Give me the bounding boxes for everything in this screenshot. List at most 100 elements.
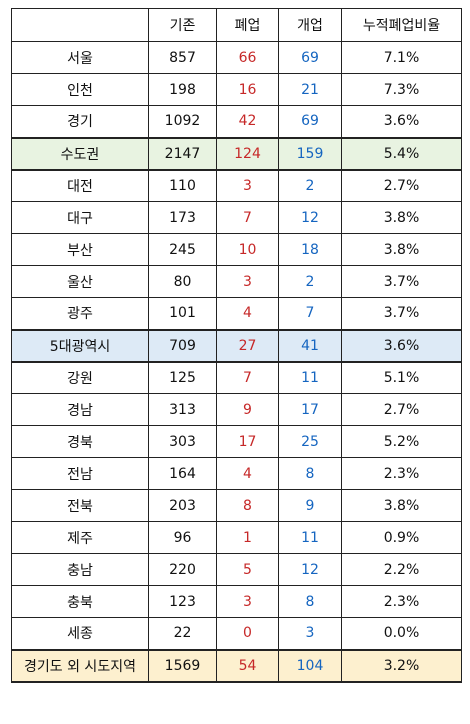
table-row: 강원 125 7 11 5.1% [11, 361, 462, 394]
table-row: 세종 22 0 3 0.0% [11, 617, 462, 650]
region-cell: 충남 [11, 553, 149, 586]
table-body: 서울 857 66 69 7.1% 인천 198 16 21 7.3% 경기 1092 42 69 3.6%… [11, 41, 462, 683]
opened-cell: 12 [278, 553, 342, 586]
table-row: 충북 123 3 8 2.3% [11, 585, 462, 618]
opened-cell: 159 [278, 136, 342, 171]
region-cell: 강원 [11, 361, 149, 394]
header-opened: 개업 [278, 8, 342, 42]
existing-cell: 857 [148, 41, 217, 74]
opened-cell: 17 [278, 393, 342, 426]
region-cell: 서울 [11, 41, 149, 74]
closed-cell: 8 [216, 489, 279, 522]
region-cell: 전남 [11, 457, 149, 490]
stats-table-container: 기존 폐업 개업 누적폐업비율 서울 857 66 69 7.1% 인천 198 16 21 7.… [11, 8, 462, 683]
closed-cell: 16 [216, 73, 279, 106]
header-row: 기존 폐업 개업 누적폐업비율 [11, 8, 462, 42]
region-cell: 세종 [11, 617, 149, 650]
existing-cell: 1092 [148, 105, 217, 138]
ratio-cell: 2.3% [341, 457, 462, 490]
ratio-cell: 0.9% [341, 521, 462, 554]
closed-cell: 3 [216, 169, 279, 202]
existing-cell: 203 [148, 489, 217, 522]
existing-cell: 303 [148, 425, 217, 458]
closed-cell: 42 [216, 105, 279, 138]
closure-stats-table: 기존 폐업 개업 누적폐업비율 서울 857 66 69 7.1% 인천 198 16 21 7.… [11, 8, 462, 683]
existing-cell: 123 [148, 585, 217, 618]
ratio-cell: 5.1% [341, 361, 462, 394]
closed-cell: 3 [216, 265, 279, 298]
opened-cell: 69 [278, 41, 342, 74]
ratio-cell: 3.8% [341, 489, 462, 522]
ratio-cell: 3.8% [341, 233, 462, 266]
existing-cell: 22 [148, 617, 217, 650]
opened-cell: 2 [278, 169, 342, 202]
ratio-cell: 3.7% [341, 265, 462, 298]
existing-cell: 313 [148, 393, 217, 426]
ratio-cell: 5.4% [341, 136, 462, 171]
table-row: 경북 303 17 25 5.2% [11, 425, 462, 458]
region-cell: 5대광역시 [11, 328, 149, 363]
closed-cell: 7 [216, 361, 279, 394]
opened-cell: 69 [278, 105, 342, 138]
table-row: 서울 857 66 69 7.1% [11, 41, 462, 74]
table-row: 전남 164 4 8 2.3% [11, 457, 462, 490]
table-row: 대구 173 7 12 3.8% [11, 201, 462, 234]
ratio-cell: 7.3% [341, 73, 462, 106]
existing-cell: 101 [148, 297, 217, 330]
table-row: 대전 110 3 2 2.7% [11, 169, 462, 202]
existing-cell: 1569 [148, 648, 217, 683]
closed-cell: 0 [216, 617, 279, 650]
closed-cell: 27 [216, 328, 279, 363]
table-row: 충남 220 5 12 2.2% [11, 553, 462, 586]
region-cell: 경남 [11, 393, 149, 426]
ratio-cell: 2.2% [341, 553, 462, 586]
existing-cell: 220 [148, 553, 217, 586]
table-row: 경기 1092 42 69 3.6% [11, 105, 462, 138]
opened-cell: 41 [278, 328, 342, 363]
closed-cell: 9 [216, 393, 279, 426]
existing-cell: 198 [148, 73, 217, 106]
ratio-cell: 5.2% [341, 425, 462, 458]
region-cell: 전북 [11, 489, 149, 522]
closed-cell: 3 [216, 585, 279, 618]
region-cell: 울산 [11, 265, 149, 298]
table-row: 부산 245 10 18 3.8% [11, 233, 462, 266]
region-cell: 충북 [11, 585, 149, 618]
table-row: 제주 96 1 11 0.9% [11, 521, 462, 554]
subtotal-row: 5대광역시 709 27 41 3.6% [11, 328, 462, 363]
opened-cell: 9 [278, 489, 342, 522]
existing-cell: 125 [148, 361, 217, 394]
opened-cell: 8 [278, 585, 342, 618]
header-region [11, 8, 149, 42]
subtotal-row: 경기도 외 시도지역 1569 54 104 3.2% [11, 648, 462, 683]
closed-cell: 4 [216, 457, 279, 490]
ratio-cell: 3.7% [341, 297, 462, 330]
existing-cell: 2147 [148, 136, 217, 171]
opened-cell: 11 [278, 521, 342, 554]
closed-cell: 17 [216, 425, 279, 458]
closed-cell: 1 [216, 521, 279, 554]
opened-cell: 21 [278, 73, 342, 106]
opened-cell: 18 [278, 233, 342, 266]
opened-cell: 11 [278, 361, 342, 394]
table-row: 광주 101 4 7 3.7% [11, 297, 462, 330]
table-row: 인천 198 16 21 7.3% [11, 73, 462, 106]
existing-cell: 245 [148, 233, 217, 266]
region-cell: 제주 [11, 521, 149, 554]
region-cell: 부산 [11, 233, 149, 266]
opened-cell: 8 [278, 457, 342, 490]
region-cell: 수도권 [11, 136, 149, 171]
existing-cell: 80 [148, 265, 217, 298]
ratio-cell: 0.0% [341, 617, 462, 650]
region-cell: 인천 [11, 73, 149, 106]
existing-cell: 173 [148, 201, 217, 234]
table-row: 전북 203 8 9 3.8% [11, 489, 462, 522]
existing-cell: 709 [148, 328, 217, 363]
region-cell: 광주 [11, 297, 149, 330]
closed-cell: 124 [216, 136, 279, 171]
header-ratio: 누적폐업비율 [341, 8, 462, 42]
existing-cell: 110 [148, 169, 217, 202]
ratio-cell: 3.8% [341, 201, 462, 234]
closed-cell: 10 [216, 233, 279, 266]
opened-cell: 25 [278, 425, 342, 458]
